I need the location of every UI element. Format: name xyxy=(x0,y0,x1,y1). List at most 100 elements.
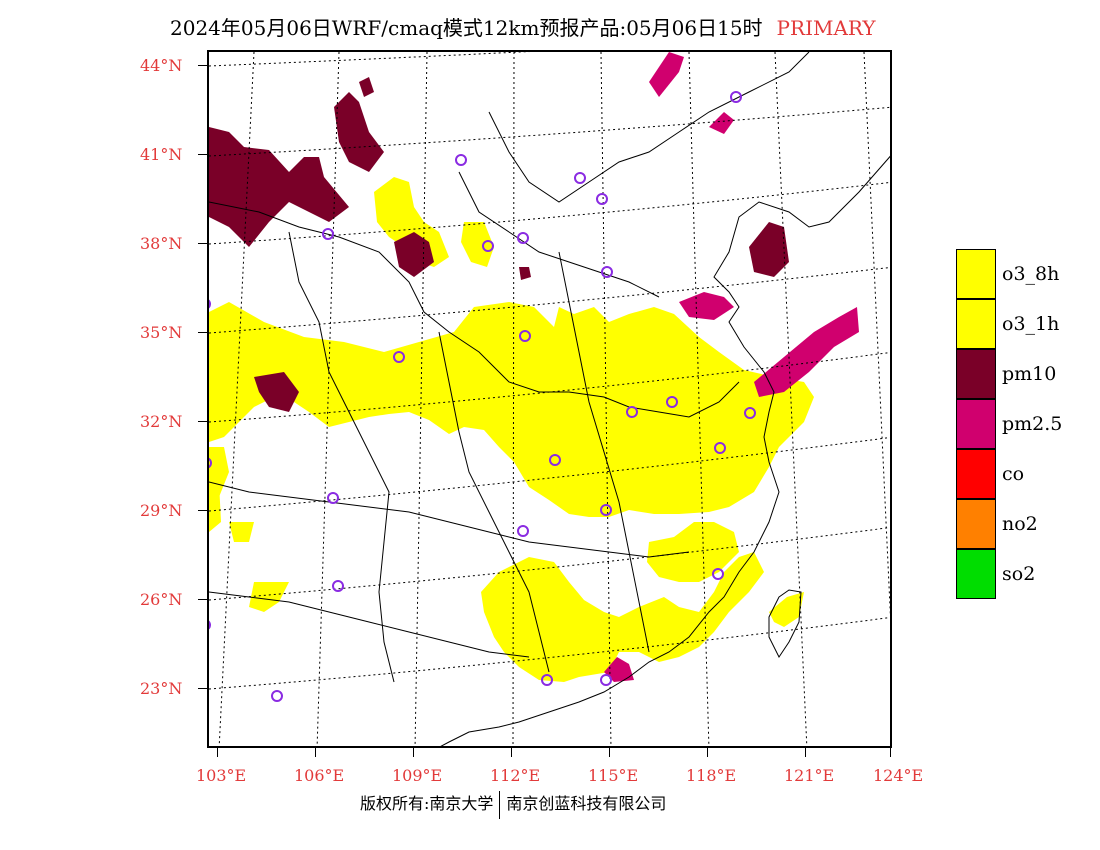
city-marker xyxy=(714,442,726,454)
graticule-lat xyxy=(209,437,890,512)
city-markers xyxy=(209,91,756,702)
lat-tick xyxy=(198,510,207,511)
graticule-lon xyxy=(316,52,340,746)
legend-swatch-o3-8h xyxy=(956,249,996,299)
lat-label-35n: 35°N xyxy=(140,323,183,342)
province-boundary xyxy=(209,481,690,558)
city-marker xyxy=(541,674,553,686)
graticule-lat xyxy=(209,181,890,245)
legend-label: no2 xyxy=(1002,513,1038,535)
o3-north-patch-2 xyxy=(461,222,494,267)
city-marker xyxy=(322,228,334,240)
pm10-nw xyxy=(209,127,349,247)
legend-swatch-no2 xyxy=(956,499,996,549)
map-title-text: 2024年05月06日WRF/cmaq模式12km预报产品:05月06日15时 xyxy=(170,16,763,40)
city-marker xyxy=(712,568,724,580)
lat-label-38n: 38°N xyxy=(140,234,183,253)
city-marker xyxy=(600,674,612,686)
legend-item: so2 xyxy=(956,549,1076,599)
lon-tick xyxy=(511,748,512,757)
lon-label-124e: 124°E xyxy=(873,766,924,785)
lon-label-115e: 115°E xyxy=(588,766,639,785)
lat-tick xyxy=(198,599,207,600)
pm10-n xyxy=(334,92,384,172)
province-boundary xyxy=(458,171,660,298)
graticule-lon xyxy=(774,52,808,746)
o3-sw-strip xyxy=(229,522,254,542)
lat-tick xyxy=(198,154,207,155)
taiwan-outline xyxy=(768,589,802,658)
lon-label-121e: 121°E xyxy=(784,766,835,785)
city-marker xyxy=(626,406,638,418)
lat-label-44n: 44°N xyxy=(140,56,183,75)
o3-central-band xyxy=(209,302,814,517)
pm25-yellow-sea xyxy=(754,307,859,397)
legend-label: o3_1h xyxy=(1002,313,1060,335)
lat-label-41n: 41°N xyxy=(140,145,183,164)
city-marker xyxy=(271,690,283,702)
legend-swatch-co xyxy=(956,449,996,499)
graticule-lat xyxy=(209,352,890,423)
city-marker xyxy=(601,266,613,278)
lon-label-109e: 109°E xyxy=(392,766,443,785)
city-marker xyxy=(482,240,494,252)
city-marker xyxy=(600,504,612,516)
lon-label-103e: 103°E xyxy=(196,766,247,785)
graticule xyxy=(209,52,890,746)
lat-label-26n: 26°N xyxy=(140,590,183,609)
graticule-lat xyxy=(209,52,530,67)
forecast-map xyxy=(207,50,892,748)
o3-west-mid xyxy=(209,482,221,532)
graticule-lat xyxy=(209,266,890,334)
province-boundary xyxy=(488,52,810,203)
pm25-areas xyxy=(604,52,859,682)
city-marker xyxy=(730,91,742,103)
graticule-lon xyxy=(863,52,890,618)
boundaries xyxy=(209,52,890,746)
graticule-lat xyxy=(209,617,890,690)
lon-label-112e: 112°E xyxy=(490,766,541,785)
city-marker xyxy=(549,454,561,466)
legend-item: no2 xyxy=(956,499,1076,549)
province-boundary xyxy=(558,251,650,653)
lon-tick xyxy=(217,748,218,757)
city-marker xyxy=(596,193,608,205)
legend-label: pm2.5 xyxy=(1002,413,1063,435)
lat-tick xyxy=(198,243,207,244)
city-marker xyxy=(209,620,211,630)
o3-north-patch-1 xyxy=(374,177,449,267)
pollutant-legend: o3_8h o3_1h pm10 pm2.5 co no2 so2 xyxy=(956,249,1076,599)
lon-tick xyxy=(707,748,708,757)
lat-tick xyxy=(198,421,207,422)
province-boundary xyxy=(209,591,530,658)
legend-item: pm10 xyxy=(956,349,1076,399)
legend-label: co xyxy=(1002,463,1025,485)
pm10-east xyxy=(749,222,789,277)
pm10-small-2 xyxy=(519,267,531,280)
lon-tick xyxy=(805,748,806,757)
lon-tick xyxy=(413,748,414,757)
legend-label: so2 xyxy=(1002,563,1036,585)
city-marker xyxy=(744,407,756,419)
city-marker xyxy=(209,457,212,469)
legend-swatch-o3-1h xyxy=(956,299,996,349)
city-marker xyxy=(519,330,531,342)
coastline xyxy=(440,155,890,746)
lat-label-23n: 23°N xyxy=(140,679,183,698)
pm25-shandong xyxy=(679,292,734,320)
map-canvas xyxy=(209,52,890,746)
copyright-footer: 版权所有:南京大学 南京创蓝科技有限公司 xyxy=(360,790,666,819)
legend-swatch-pm25 xyxy=(956,399,996,449)
footer-divider xyxy=(499,790,501,819)
legend-label: pm10 xyxy=(1002,363,1057,385)
pm10-small-1 xyxy=(359,77,374,97)
graticule-lon xyxy=(688,52,710,746)
graticule-lon xyxy=(218,52,255,746)
lon-tick xyxy=(609,748,610,757)
city-marker xyxy=(327,492,339,504)
lat-label-29n: 29°N xyxy=(140,501,183,520)
pm25-northeast xyxy=(709,112,734,134)
city-marker xyxy=(455,154,467,166)
legend-item: o3_1h xyxy=(956,299,1076,349)
copyright-left: 版权所有:南京大学 xyxy=(360,794,494,813)
